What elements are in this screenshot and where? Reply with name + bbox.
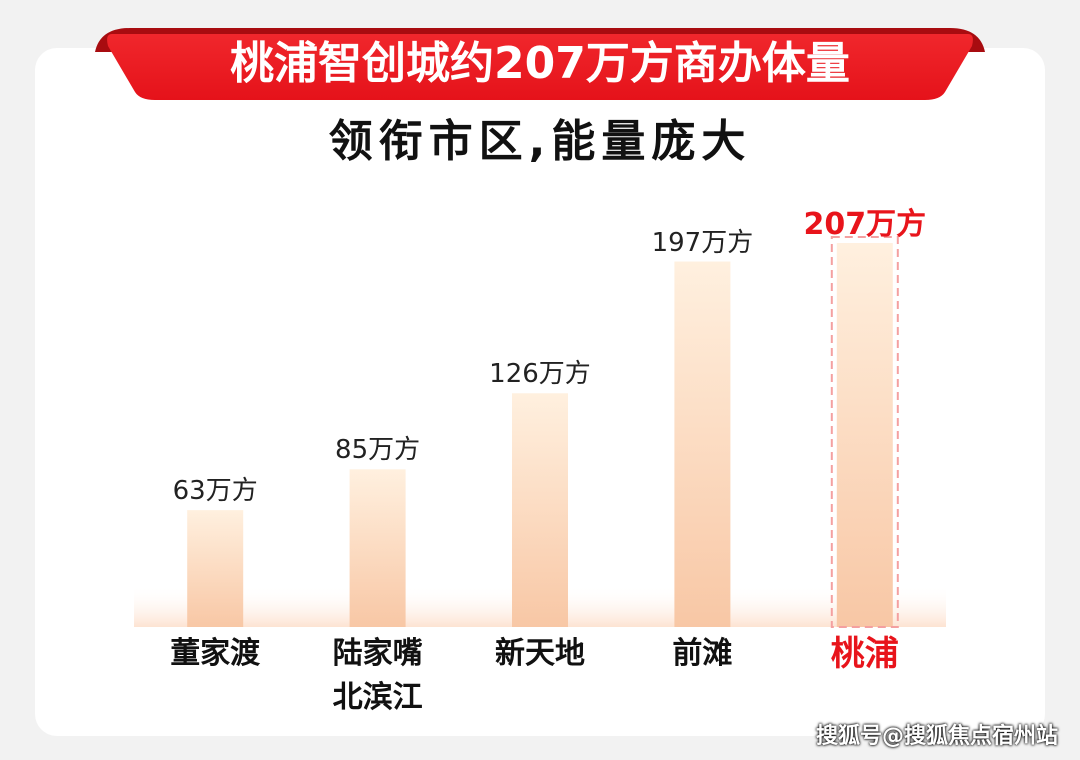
x-tick-label: 前滩 [672, 636, 733, 671]
x-tick-label: 董家渡 [170, 636, 261, 671]
bar [836, 243, 893, 627]
banner [107, 34, 973, 100]
x-tick-label: 桃浦 [830, 634, 899, 674]
x-tick-label: 新天地 [495, 636, 585, 671]
bar [349, 469, 406, 627]
watermark: 搜狐号@搜狐焦点宿州站 [815, 724, 1058, 749]
value-label: 197万方 [651, 227, 754, 258]
card [35, 48, 1045, 736]
value-label: 207万方 [803, 207, 927, 242]
value-label: 126万方 [489, 359, 591, 390]
value-label: 63万方 [172, 476, 258, 507]
x-tick-label: 陆家嘴 北滨江 [332, 636, 423, 715]
bar [512, 393, 568, 627]
bar [674, 261, 731, 627]
bar [187, 510, 244, 627]
highlight-frame [830, 236, 899, 628]
chart-subtitle: 领衔市区,能量庞大 [329, 116, 752, 167]
chart-title: 桃浦智创城约207万方商办体量 [230, 38, 850, 89]
value-label: 85万方 [335, 435, 421, 466]
